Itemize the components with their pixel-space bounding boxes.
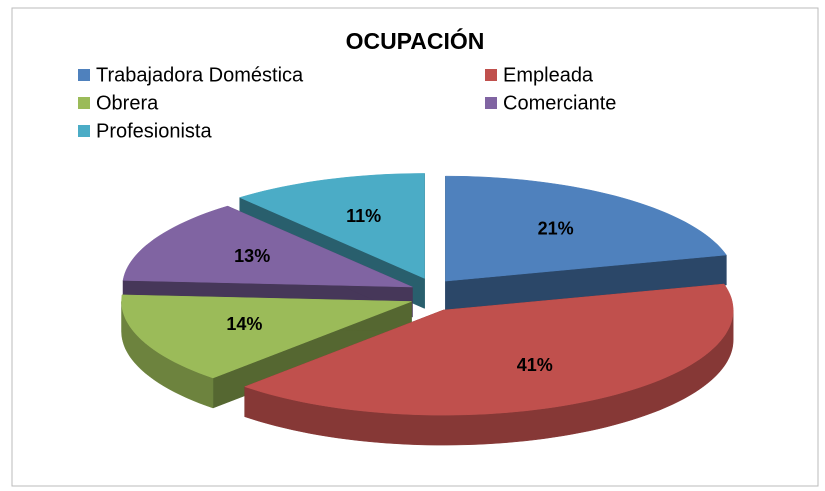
legend-swatch [78,125,90,137]
legend-label: Obrera [96,92,159,114]
pie-slice [238,173,425,279]
legend-label: Profesionista [96,120,212,142]
legend-label: Trabajadora Doméstica [96,64,304,86]
legend-swatch [78,97,90,109]
legend-swatch [78,69,90,81]
pie-slice [445,175,727,282]
slice: 13% [122,205,413,318]
legend-label: Comerciante [503,92,616,114]
slice: 41% [243,283,734,446]
data-label: 13% [234,246,270,266]
data-label: 41% [517,355,553,375]
legend-swatch [485,97,497,109]
data-label: 11% [346,206,381,226]
data-label: 14% [226,314,262,334]
pie-slice [121,294,412,379]
slice: 21% [445,175,727,312]
slice: 14% [121,294,412,409]
chart-title: OCUPACIÓN [346,27,485,54]
pie-slice [122,205,413,288]
pie-slice [243,283,734,416]
data-label: 21% [538,218,574,238]
legend-swatch [485,69,497,81]
legend-label: Empleada [503,64,594,86]
